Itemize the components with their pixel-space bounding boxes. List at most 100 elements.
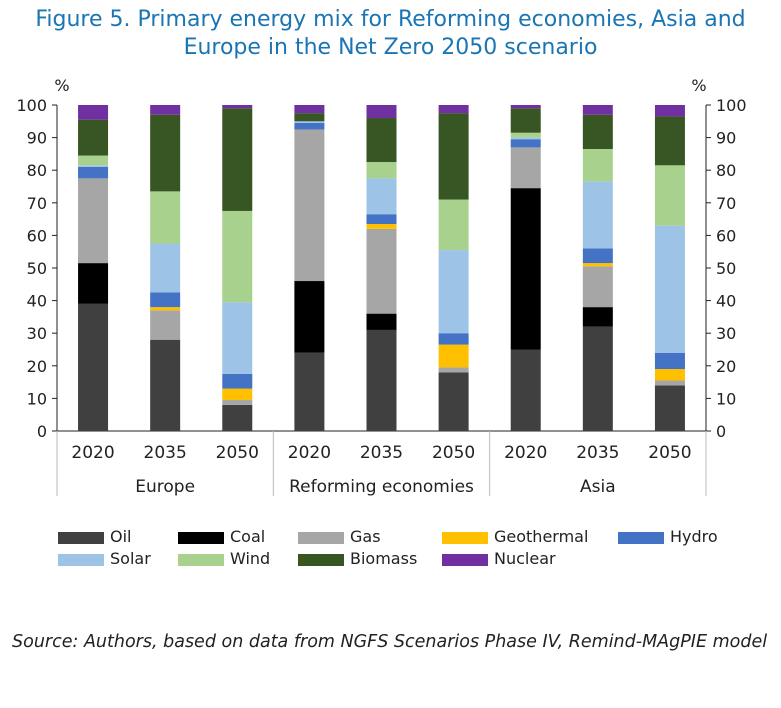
legend-swatch [298,554,344,566]
bar-segment-hydro-1 [78,166,109,179]
y-tick-label-left: 100 [16,96,47,115]
x-tick-label: 2020 [504,443,547,463]
legend-label: Wind [230,549,271,568]
group-label: Reforming economies [289,477,474,497]
bar-segment-hydro-4 [294,122,325,130]
bar-segment-solar-7 [510,137,541,140]
legend-label: Gas [350,527,381,546]
bar-segment-oil-8 [582,326,613,431]
bar-segment-solar-8 [582,181,613,249]
bar-segment-solar-2 [150,243,181,293]
bar-segment-wind-1 [78,155,109,166]
bar-segment-solar-1 [78,165,109,167]
bar-segment-nuclear-6 [438,105,469,114]
x-tick-label: 2050 [432,443,475,463]
bar-segment-wind-7 [510,132,541,138]
y-tick-label-right: 10 [716,389,736,408]
bar-segment-oil-1 [78,303,109,431]
x-tick-label: 2020 [71,443,114,463]
bar-segment-oil-4 [294,352,325,431]
bars-layer [78,105,685,431]
bar-segment-biomass-2 [150,114,181,192]
bar-segment-nuclear-9 [654,105,685,117]
bar-segment-oil-5 [366,329,397,431]
legend-swatch [58,554,104,566]
bar-segment-gas-3 [222,400,253,405]
bar-segment-nuclear-7 [510,105,541,109]
bar-segment-wind-9 [654,165,685,226]
y-tick-label-right: 60 [716,226,736,245]
bar-segment-nuclear-2 [150,105,181,115]
bar-segment-nuclear-3 [222,105,253,109]
legend-swatch [442,532,488,544]
y-tick-label-right: 30 [716,324,736,343]
bar-segment-oil-7 [510,349,541,431]
bar-segment-solar-3 [222,302,253,374]
bar-segment-wind-6 [438,199,469,251]
legend-label: Biomass [350,549,418,568]
bar-segment-hydro-5 [366,214,397,224]
y-tick-label-left: 50 [27,259,47,278]
bar-segment-hydro-3 [222,373,253,389]
bar-segment-solar-5 [366,178,397,215]
bar-segment-hydro-6 [438,333,469,345]
y-tick-label-left: 80 [27,161,47,180]
bar-segment-biomass-6 [438,113,469,200]
x-tick-label: 2035 [360,443,403,463]
bar-segment-solar-4 [294,121,325,123]
legend-swatch [58,532,104,544]
legend-label: Geothermal [494,527,589,546]
bar-segment-geothermal-9 [654,369,685,381]
bar-segment-geothermal-6 [438,344,469,368]
bar-segment-gas-1 [78,178,109,264]
bar-segment-hydro-2 [150,292,181,308]
bar-segment-coal-8 [582,307,613,327]
group-label: Europe [135,477,195,497]
x-tick-label: 2035 [144,443,187,463]
bar-segment-hydro-7 [510,139,541,148]
legend-swatch [178,554,224,566]
y-tick-label-left: 0 [37,422,47,441]
bar-segment-geothermal-8 [582,263,613,267]
y-tick-label-left: 90 [27,129,47,148]
y-axis-unit-left: % [54,76,69,95]
bar-segment-geothermal-2 [150,307,181,311]
bar-segment-gas-6 [438,367,469,373]
bar-segment-hydro-8 [582,248,613,264]
y-tick-label-right: 100 [716,96,747,115]
bar-segment-wind-8 [582,149,613,182]
y-tick-label-right: 80 [716,161,736,180]
bar-segment-hydro-9 [654,352,685,370]
bar-segment-oil-6 [438,372,469,431]
bar-segment-gas-9 [654,380,685,386]
y-tick-label-right: 20 [716,357,736,376]
bar-segment-geothermal-3 [222,388,253,401]
bar-segment-coal-1 [78,263,109,304]
bar-segment-biomass-1 [78,119,109,156]
bar-segment-geothermal-5 [366,223,397,229]
bar-segment-solar-6 [438,250,469,334]
chart-title: Figure 5. Primary energy mix for Reformi… [0,6,781,62]
bar-segment-wind-5 [366,162,397,179]
y-tick-label-left: 40 [27,292,47,311]
y-tick-label-left: 30 [27,324,47,343]
y-tick-label-left: 20 [27,357,47,376]
y-tick-label-right: 70 [716,194,736,213]
bar-segment-biomass-7 [510,108,541,133]
legend-swatch [442,554,488,566]
y-tick-label-right: 40 [716,292,736,311]
bar-segment-coal-4 [294,281,325,353]
x-tick-label: 2050 [216,443,259,463]
bar-segment-coal-7 [510,188,541,350]
legend-swatch [618,532,664,544]
bar-segment-wind-2 [150,191,181,244]
bar-segment-nuclear-8 [582,105,613,115]
bar-segment-oil-9 [654,385,685,431]
bar-segment-biomass-3 [222,108,253,211]
legend-label: Oil [110,527,132,546]
chart-title-line-2: Europe in the Net Zero 2050 scenario [183,35,598,60]
bar-segment-biomass-9 [654,116,685,166]
bar-segment-gas-5 [366,228,397,314]
